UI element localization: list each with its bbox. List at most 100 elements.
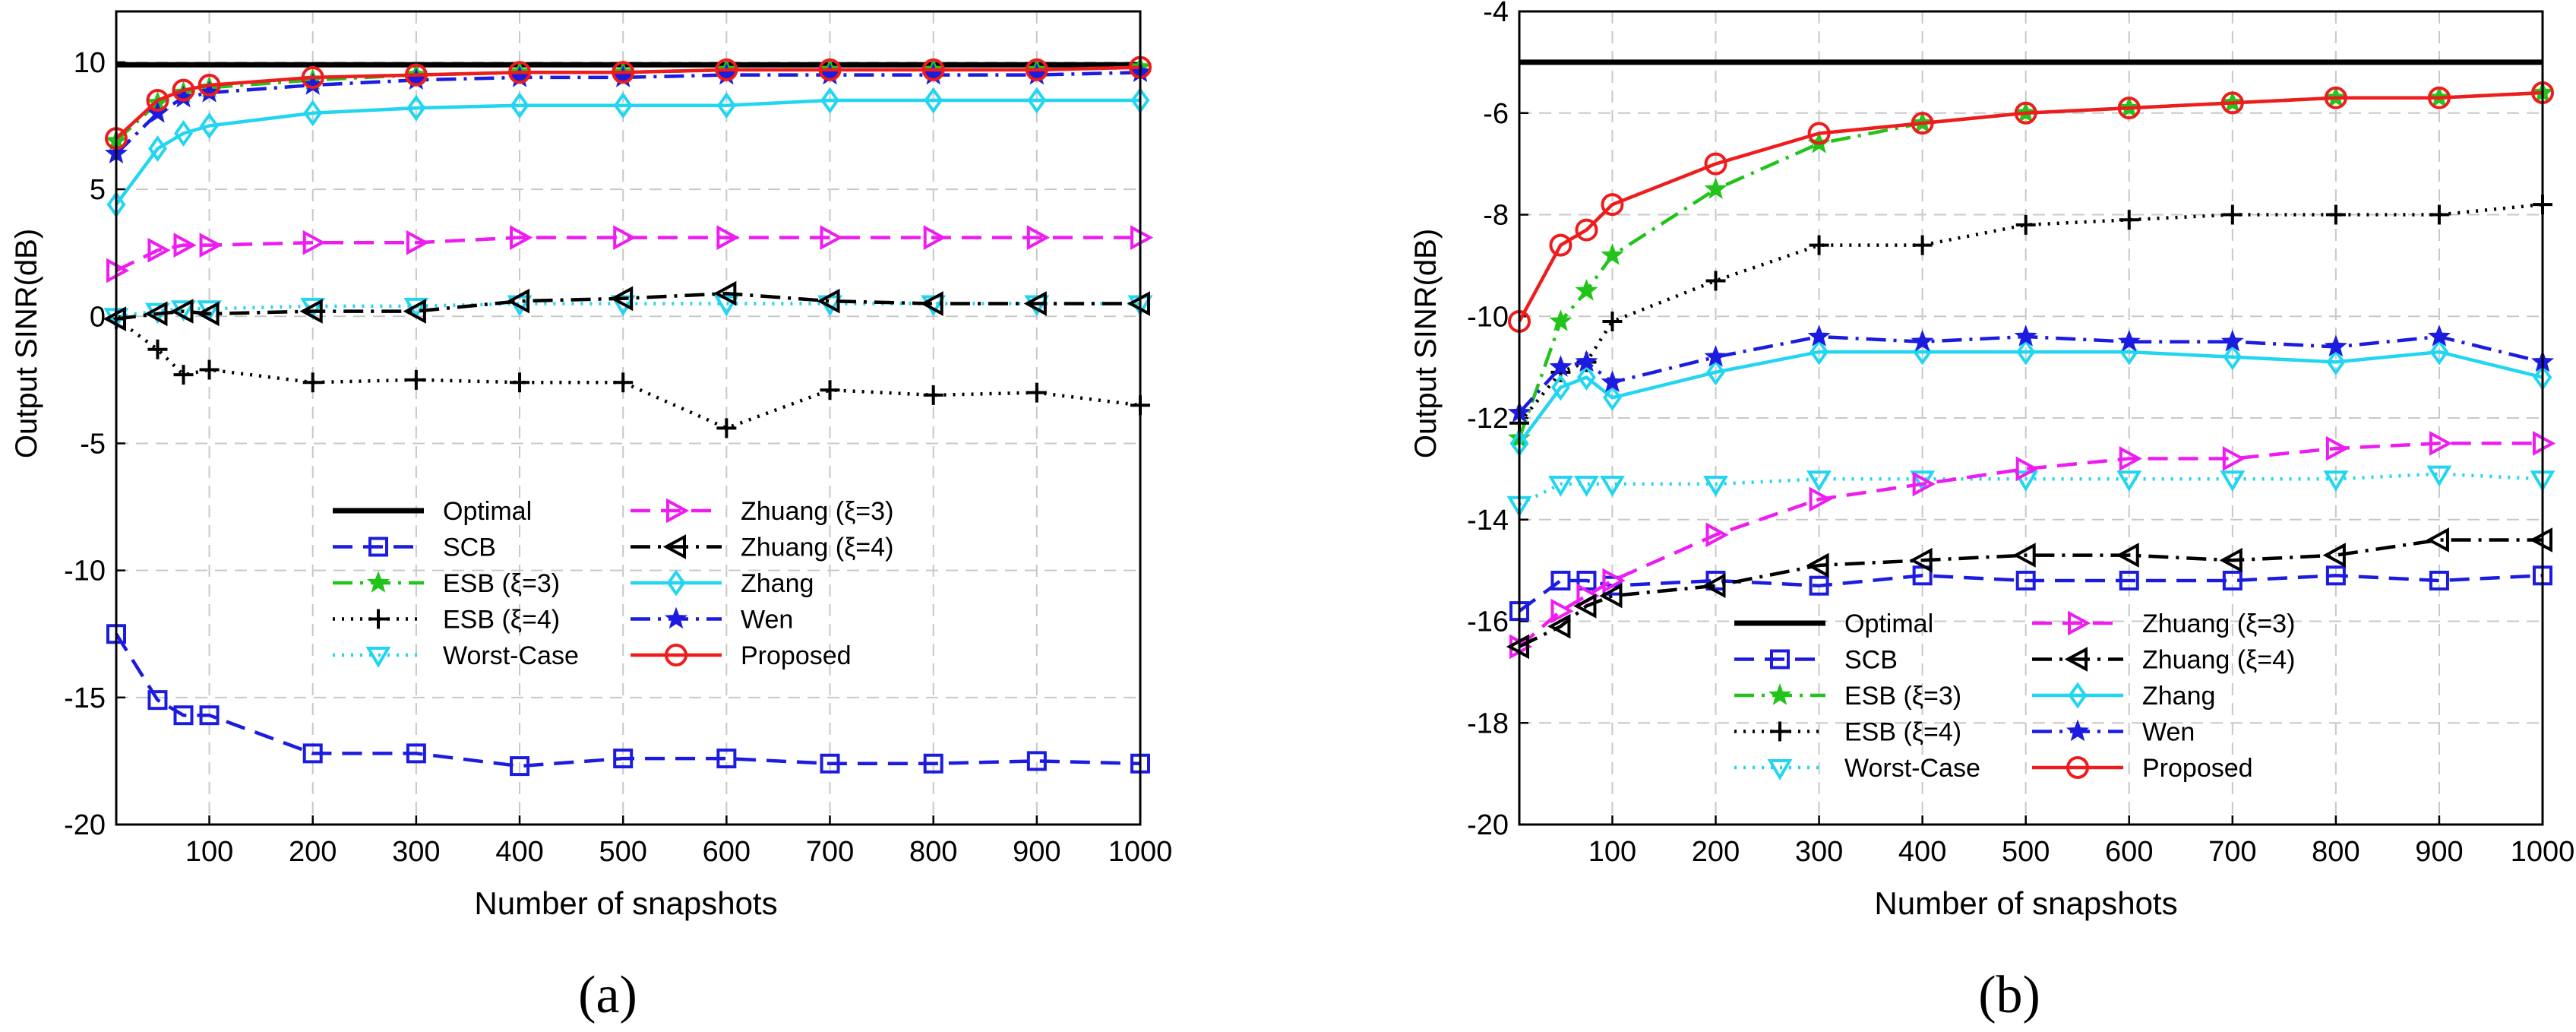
data-point-marker [2015, 456, 2039, 482]
plot-area [116, 11, 1140, 825]
series-line [1519, 472, 2543, 506]
data-point-marker [406, 230, 430, 255]
data-point-marker [2219, 547, 2243, 573]
x-tick-label: 500 [2002, 836, 2050, 868]
data-point-marker [1767, 759, 1793, 780]
data-point-marker [666, 498, 690, 524]
axes-frame [115, 10, 1142, 826]
data-point-marker [2116, 470, 2142, 492]
data-point-marker [1704, 344, 1727, 367]
panel-label: (b) [1978, 966, 2040, 1024]
y-tick-label: -18 [1467, 708, 1509, 739]
x-tick-label: 300 [1795, 836, 1843, 868]
legend-label: Optimal [1844, 609, 1933, 638]
data-point-marker [1704, 177, 1727, 199]
series-line [1518, 90, 2543, 322]
data-point-marker [662, 534, 686, 559]
legend-label: SCB [443, 533, 496, 562]
data-point-marker [2013, 470, 2039, 492]
data-point-marker [1575, 350, 1598, 372]
data-point-marker [146, 89, 169, 112]
data-point-marker [1602, 568, 1626, 594]
data-point-marker [1549, 309, 1572, 331]
data-point-marker [1912, 471, 1936, 497]
data-point-marker [1573, 475, 1599, 497]
data-point-marker [2323, 470, 2349, 492]
data-point-marker [196, 301, 220, 327]
series-group [1506, 59, 2556, 660]
data-point-marker [365, 647, 391, 668]
data-point-marker [1026, 751, 1047, 771]
series-line [1518, 574, 2543, 613]
data-point-marker [613, 92, 633, 119]
data-point-marker [173, 705, 194, 726]
data-point-marker [664, 606, 688, 629]
series-line [1518, 350, 2543, 445]
legend: Optimal SCB ESB (ξ=3) ESB (ξ=4) Worst-Case Zh… [1734, 609, 2295, 783]
data-point-marker [715, 58, 738, 81]
data-point-marker [144, 301, 168, 327]
data-point-marker [2322, 543, 2346, 568]
data-point-marker [716, 749, 737, 769]
x-tick-label: 500 [599, 836, 646, 868]
x-tick-label: 900 [2415, 836, 2463, 868]
data-point-marker [1809, 575, 1829, 596]
x-tick-label: 200 [1692, 836, 1740, 868]
data-point-marker [924, 87, 943, 114]
data-point-marker [510, 756, 530, 777]
legend-label: Zhuang (ξ=3) [2142, 609, 2295, 638]
data-point-marker [506, 288, 530, 314]
data-point-marker [1770, 721, 1790, 742]
x-tick-label: 100 [1588, 836, 1636, 868]
y-tick-label: -6 [1483, 98, 1509, 130]
data-point-marker [510, 225, 533, 250]
data-point-marker [716, 92, 736, 119]
series-line [115, 98, 1140, 206]
data-point-marker [1026, 382, 1047, 403]
data-point-marker [2325, 204, 2346, 225]
data-point-marker [1770, 649, 1790, 670]
data-point-marker [1806, 470, 1832, 492]
data-point-marker [1809, 235, 1829, 255]
legend-label: Zhuang (ξ=4) [2142, 646, 2295, 675]
series-group [103, 55, 1154, 777]
panel-label: (a) [578, 966, 637, 1024]
data-point-marker [1549, 355, 1572, 377]
data-point-marker [1547, 475, 1573, 497]
y-tick-label: -10 [64, 556, 106, 587]
data-point-marker [2068, 610, 2091, 636]
series-line [115, 236, 1140, 273]
data-point-marker [2220, 329, 2244, 352]
data-point-marker [612, 61, 635, 84]
data-point-marker [302, 230, 326, 255]
series-Wen [1507, 324, 2555, 423]
data-point-marker [2016, 338, 2036, 366]
data-point-marker [1025, 58, 1048, 81]
data-point-marker [1023, 291, 1047, 316]
data-point-marker [510, 92, 529, 119]
ticks: 100 200 300 400 500 600 700 800 900 1000 -20 -18 -16… [1467, 0, 2574, 868]
data-point-marker [2324, 334, 2347, 357]
legend-label: ESB (ξ=4) [1844, 718, 1961, 747]
chart-panel-a: 100 200 300 400 500 600 700 800 900 1000-20-15-10… [10, 10, 1172, 1024]
data-point-marker [174, 120, 193, 147]
data-point-marker [368, 609, 388, 629]
legend-label: Proposed [741, 641, 852, 670]
x-tick-label: 800 [2312, 836, 2359, 868]
x-tick-label: 800 [909, 836, 957, 868]
data-point-marker [1706, 359, 1725, 386]
x-axis-label: Number of snapshots [474, 885, 777, 921]
data-point-marker [923, 385, 943, 405]
y-tick-label: 5 [90, 174, 106, 206]
data-point-marker [302, 743, 323, 764]
data-point-marker [1575, 278, 1598, 301]
data-point-marker [820, 753, 840, 774]
data-point-marker [172, 78, 195, 102]
series-line [1518, 442, 2543, 648]
data-point-marker [1807, 122, 1831, 145]
data-point-marker [2116, 543, 2139, 568]
data-point-marker [1704, 152, 1727, 176]
data-point-marker [508, 61, 532, 84]
data-point-marker [2429, 204, 2449, 225]
data-point-marker [199, 359, 220, 380]
